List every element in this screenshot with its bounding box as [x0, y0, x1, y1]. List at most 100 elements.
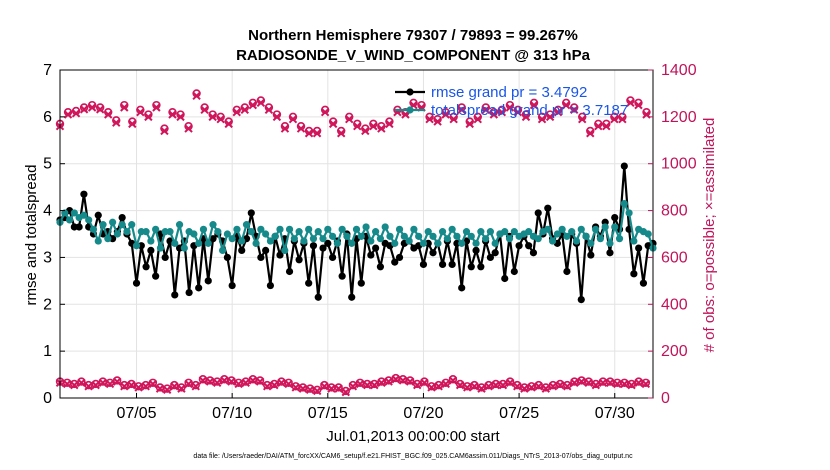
rmse-series-point	[611, 214, 619, 222]
obs-assimilated-low-marker	[334, 384, 343, 393]
obs-assimilated-stroke	[240, 105, 249, 115]
spread-series-point	[434, 239, 442, 247]
legend-rmse-label: rmse grand pr = 3.4792	[431, 84, 587, 101]
obs-assimilated-low-stroke	[520, 384, 529, 393]
obs-assimilated-low-marker	[177, 384, 186, 393]
obs-assimilated-low-stroke	[620, 379, 629, 389]
rmse-series-point	[501, 274, 509, 283]
x-tick-label: 07/10	[212, 405, 252, 422]
obs-assimilated-low-marker	[370, 380, 379, 390]
obs-assimilated-low-stroke	[391, 375, 401, 384]
rmse-series-point	[372, 244, 380, 252]
obs-assimilated-stroke	[457, 105, 466, 115]
obs-assimilated-stroke	[264, 105, 274, 115]
obs-assimilated-low-stroke	[355, 379, 365, 389]
rmse-series-point	[563, 267, 571, 276]
x-tick-label: 07/15	[308, 405, 348, 422]
obs-assimilated-marker	[248, 100, 258, 110]
spread-series-point	[290, 235, 298, 243]
obs-assimilated-low-marker	[205, 377, 215, 386]
obs-assimilated-marker	[176, 112, 185, 122]
obs-assimilated-stroke	[120, 103, 129, 112]
spread-series-point	[319, 235, 327, 243]
obs-assimilated-low-stroke	[491, 380, 501, 390]
obs-possible-low-marker	[420, 377, 429, 386]
obs-assimilated-stroke	[425, 114, 434, 124]
obs-assimilated-low-marker	[341, 387, 350, 397]
obs-possible-low-marker	[541, 383, 551, 392]
obs-assimilated-marker	[136, 107, 145, 117]
spread-series-point	[242, 221, 251, 229]
obs-assimilated-marker	[128, 119, 137, 129]
obs-assimilated-low-marker	[391, 375, 401, 384]
y-left-tick-label: 7	[43, 62, 52, 79]
spread-series-point	[362, 223, 370, 231]
spread-series-point	[223, 230, 231, 238]
obs-assimilated-low-stroke	[348, 382, 358, 391]
obs-assimilated-low-marker	[584, 378, 593, 387]
obs-assimilated-low-stroke	[134, 383, 143, 392]
spread-series-point	[309, 235, 318, 243]
spread-series-point	[587, 239, 595, 247]
obs-possible-low-marker	[370, 379, 379, 389]
obs-assimilated-marker	[489, 110, 499, 119]
obs-assimilated-low-stroke	[120, 382, 129, 391]
spread-series-point	[534, 235, 542, 243]
y-left-tick-label: 0	[43, 390, 52, 407]
obs-possible-low-marker	[77, 377, 86, 386]
obs-assimilated-low-stroke	[534, 382, 543, 391]
obs-assimilated-marker	[481, 105, 491, 115]
obs-assimilated-low-stroke	[241, 378, 250, 387]
obs-assimilated-low-stroke	[513, 382, 522, 391]
obs-assimilated-low-stroke	[127, 380, 136, 390]
obs-assimilated-marker	[425, 114, 434, 124]
obs-assimilated-low-marker	[305, 385, 315, 395]
spread-series-point	[620, 199, 628, 208]
obs-assimilated-marker	[208, 112, 217, 122]
legend-spread-label: totalspread grand pr = 3.7187	[431, 102, 628, 119]
spread-series-point	[410, 225, 418, 233]
obs-assimilated-marker	[256, 98, 266, 108]
spread-series-point	[152, 225, 160, 233]
obs-assimilated-stroke	[441, 110, 450, 119]
obs-assimilated-marker	[441, 110, 450, 119]
obs-assimilated-stroke	[353, 122, 362, 131]
obs-assimilated-low-marker	[563, 382, 572, 391]
obs-assimilated-marker	[103, 110, 113, 119]
rmse-series-point	[238, 246, 246, 254]
obs-assimilated-stroke	[505, 103, 515, 112]
obs-assimilated-marker	[112, 118, 121, 127]
obs-assimilated-marker	[71, 109, 81, 118]
spread-series-point	[338, 225, 346, 233]
spread-series-point	[257, 225, 265, 233]
spread-series-point	[70, 209, 78, 217]
rmse-series-point	[338, 272, 346, 280]
obs-assimilated-low-stroke	[341, 387, 350, 397]
obs-assimilated-low-stroke	[470, 382, 479, 391]
obs-assimilated-stroke	[248, 100, 258, 110]
x-tick-label: 07/25	[499, 405, 539, 422]
rmse-series-point	[257, 253, 265, 262]
spread-series-point	[458, 239, 466, 247]
rmse-series-point	[147, 246, 155, 254]
obs-assimilated-low-stroke	[162, 385, 172, 395]
rmse-series-point	[319, 244, 327, 252]
obs-assimilated-low-marker	[191, 382, 200, 391]
obs-assimilated-marker	[586, 129, 595, 138]
axes: 0 1 2 3 4 5 6 7 0 200 400 600 800 1000 1200 1400 07/05 07…	[43, 62, 697, 422]
obs-assimilated-low-stroke	[148, 379, 158, 389]
obs-assimilated-stroke	[176, 112, 185, 122]
obs-assimilated-marker	[272, 112, 282, 122]
rmse-series-point	[228, 281, 236, 290]
spread-series-point	[156, 244, 165, 252]
rmse-series-point	[285, 267, 294, 276]
obs-assimilated-low-marker	[420, 378, 429, 387]
obs-assimilated-low-marker	[348, 382, 358, 391]
spread-series-point	[606, 239, 614, 247]
spread-series-point	[247, 228, 255, 236]
spread-series-point	[99, 221, 107, 229]
obs-assimilated-stroke	[594, 122, 603, 131]
obs-assimilated-low-marker	[155, 384, 165, 393]
obs-assimilated-low-stroke	[170, 382, 179, 391]
obs-assimilated-low-marker	[198, 376, 208, 385]
